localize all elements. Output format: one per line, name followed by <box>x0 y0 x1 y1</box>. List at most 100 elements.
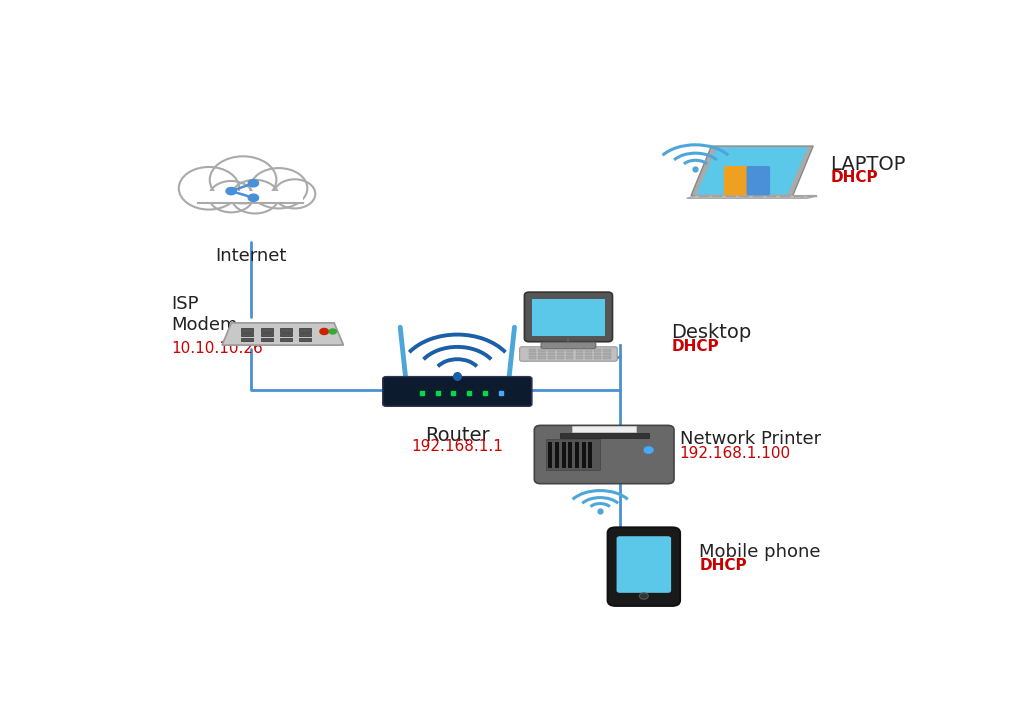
FancyBboxPatch shape <box>299 328 311 332</box>
Circle shape <box>319 328 329 334</box>
FancyBboxPatch shape <box>767 196 776 197</box>
Circle shape <box>639 593 648 599</box>
FancyBboxPatch shape <box>585 349 592 352</box>
FancyBboxPatch shape <box>726 196 735 197</box>
FancyBboxPatch shape <box>299 338 311 341</box>
FancyBboxPatch shape <box>585 353 592 355</box>
FancyBboxPatch shape <box>539 353 546 355</box>
FancyBboxPatch shape <box>713 196 722 197</box>
FancyBboxPatch shape <box>548 349 555 352</box>
FancyBboxPatch shape <box>541 342 596 349</box>
FancyBboxPatch shape <box>548 442 552 468</box>
FancyBboxPatch shape <box>535 425 674 483</box>
FancyBboxPatch shape <box>574 442 580 468</box>
Text: DHCP: DHCP <box>699 558 748 573</box>
FancyBboxPatch shape <box>529 356 537 359</box>
Text: ISP
Modem: ISP Modem <box>172 295 239 333</box>
FancyBboxPatch shape <box>561 442 565 468</box>
Circle shape <box>248 194 258 202</box>
Polygon shape <box>687 196 817 198</box>
FancyBboxPatch shape <box>724 166 748 183</box>
FancyBboxPatch shape <box>280 338 292 341</box>
Circle shape <box>226 187 237 194</box>
Circle shape <box>179 167 240 210</box>
FancyBboxPatch shape <box>739 196 750 197</box>
Text: 10.10.10.26: 10.10.10.26 <box>172 341 263 356</box>
Text: Internet: Internet <box>215 247 287 265</box>
Circle shape <box>274 179 315 208</box>
Text: DHCP: DHCP <box>672 339 719 354</box>
FancyBboxPatch shape <box>724 179 748 195</box>
FancyBboxPatch shape <box>519 347 617 361</box>
Text: Router: Router <box>425 427 489 446</box>
Text: Network Printer: Network Printer <box>680 430 820 448</box>
FancyBboxPatch shape <box>529 353 537 355</box>
FancyBboxPatch shape <box>242 338 254 341</box>
Polygon shape <box>222 323 343 345</box>
Polygon shape <box>696 147 808 194</box>
FancyBboxPatch shape <box>607 527 680 606</box>
Circle shape <box>209 181 253 213</box>
FancyBboxPatch shape <box>603 349 610 352</box>
FancyBboxPatch shape <box>746 179 770 195</box>
Circle shape <box>248 180 258 187</box>
Circle shape <box>210 157 276 203</box>
FancyBboxPatch shape <box>546 439 600 470</box>
FancyBboxPatch shape <box>575 356 583 359</box>
FancyBboxPatch shape <box>780 196 790 197</box>
FancyBboxPatch shape <box>557 349 564 352</box>
FancyBboxPatch shape <box>753 196 763 197</box>
FancyBboxPatch shape <box>548 353 555 355</box>
FancyBboxPatch shape <box>198 191 303 203</box>
FancyBboxPatch shape <box>594 353 601 355</box>
FancyBboxPatch shape <box>261 338 272 341</box>
FancyBboxPatch shape <box>566 356 573 359</box>
FancyBboxPatch shape <box>383 376 531 406</box>
FancyBboxPatch shape <box>746 166 770 183</box>
FancyBboxPatch shape <box>794 196 804 197</box>
FancyBboxPatch shape <box>575 349 583 352</box>
FancyBboxPatch shape <box>242 328 254 332</box>
Polygon shape <box>691 146 813 196</box>
FancyBboxPatch shape <box>585 356 592 359</box>
Text: 192.168.1.1: 192.168.1.1 <box>412 440 503 454</box>
Text: DHCP: DHCP <box>830 170 878 186</box>
FancyBboxPatch shape <box>603 353 610 355</box>
FancyBboxPatch shape <box>555 442 559 468</box>
FancyBboxPatch shape <box>572 426 636 432</box>
Text: Mobile phone: Mobile phone <box>699 542 821 561</box>
FancyBboxPatch shape <box>299 333 311 336</box>
FancyBboxPatch shape <box>261 328 272 332</box>
FancyBboxPatch shape <box>616 537 671 593</box>
FancyBboxPatch shape <box>566 353 573 355</box>
FancyBboxPatch shape <box>582 442 586 468</box>
FancyBboxPatch shape <box>548 356 555 359</box>
FancyBboxPatch shape <box>539 349 546 352</box>
FancyBboxPatch shape <box>594 356 601 359</box>
FancyBboxPatch shape <box>698 196 709 197</box>
FancyBboxPatch shape <box>560 432 648 438</box>
FancyBboxPatch shape <box>529 349 537 352</box>
FancyBboxPatch shape <box>603 356 610 359</box>
Circle shape <box>644 447 653 454</box>
FancyBboxPatch shape <box>261 333 272 336</box>
FancyBboxPatch shape <box>807 196 817 197</box>
Text: LAPTOP: LAPTOP <box>830 154 905 173</box>
Circle shape <box>329 329 336 334</box>
FancyBboxPatch shape <box>242 333 254 336</box>
FancyBboxPatch shape <box>539 356 546 359</box>
FancyBboxPatch shape <box>532 299 605 336</box>
FancyBboxPatch shape <box>557 356 564 359</box>
FancyBboxPatch shape <box>588 442 593 468</box>
FancyBboxPatch shape <box>568 442 572 468</box>
Circle shape <box>231 180 279 213</box>
FancyBboxPatch shape <box>280 328 292 332</box>
Text: Desktop: Desktop <box>672 323 752 341</box>
Text: 192.168.1.100: 192.168.1.100 <box>680 446 791 461</box>
FancyBboxPatch shape <box>280 333 292 336</box>
FancyBboxPatch shape <box>557 353 564 355</box>
Circle shape <box>250 168 307 208</box>
FancyBboxPatch shape <box>566 349 573 352</box>
FancyBboxPatch shape <box>575 353 583 355</box>
FancyBboxPatch shape <box>524 292 612 341</box>
